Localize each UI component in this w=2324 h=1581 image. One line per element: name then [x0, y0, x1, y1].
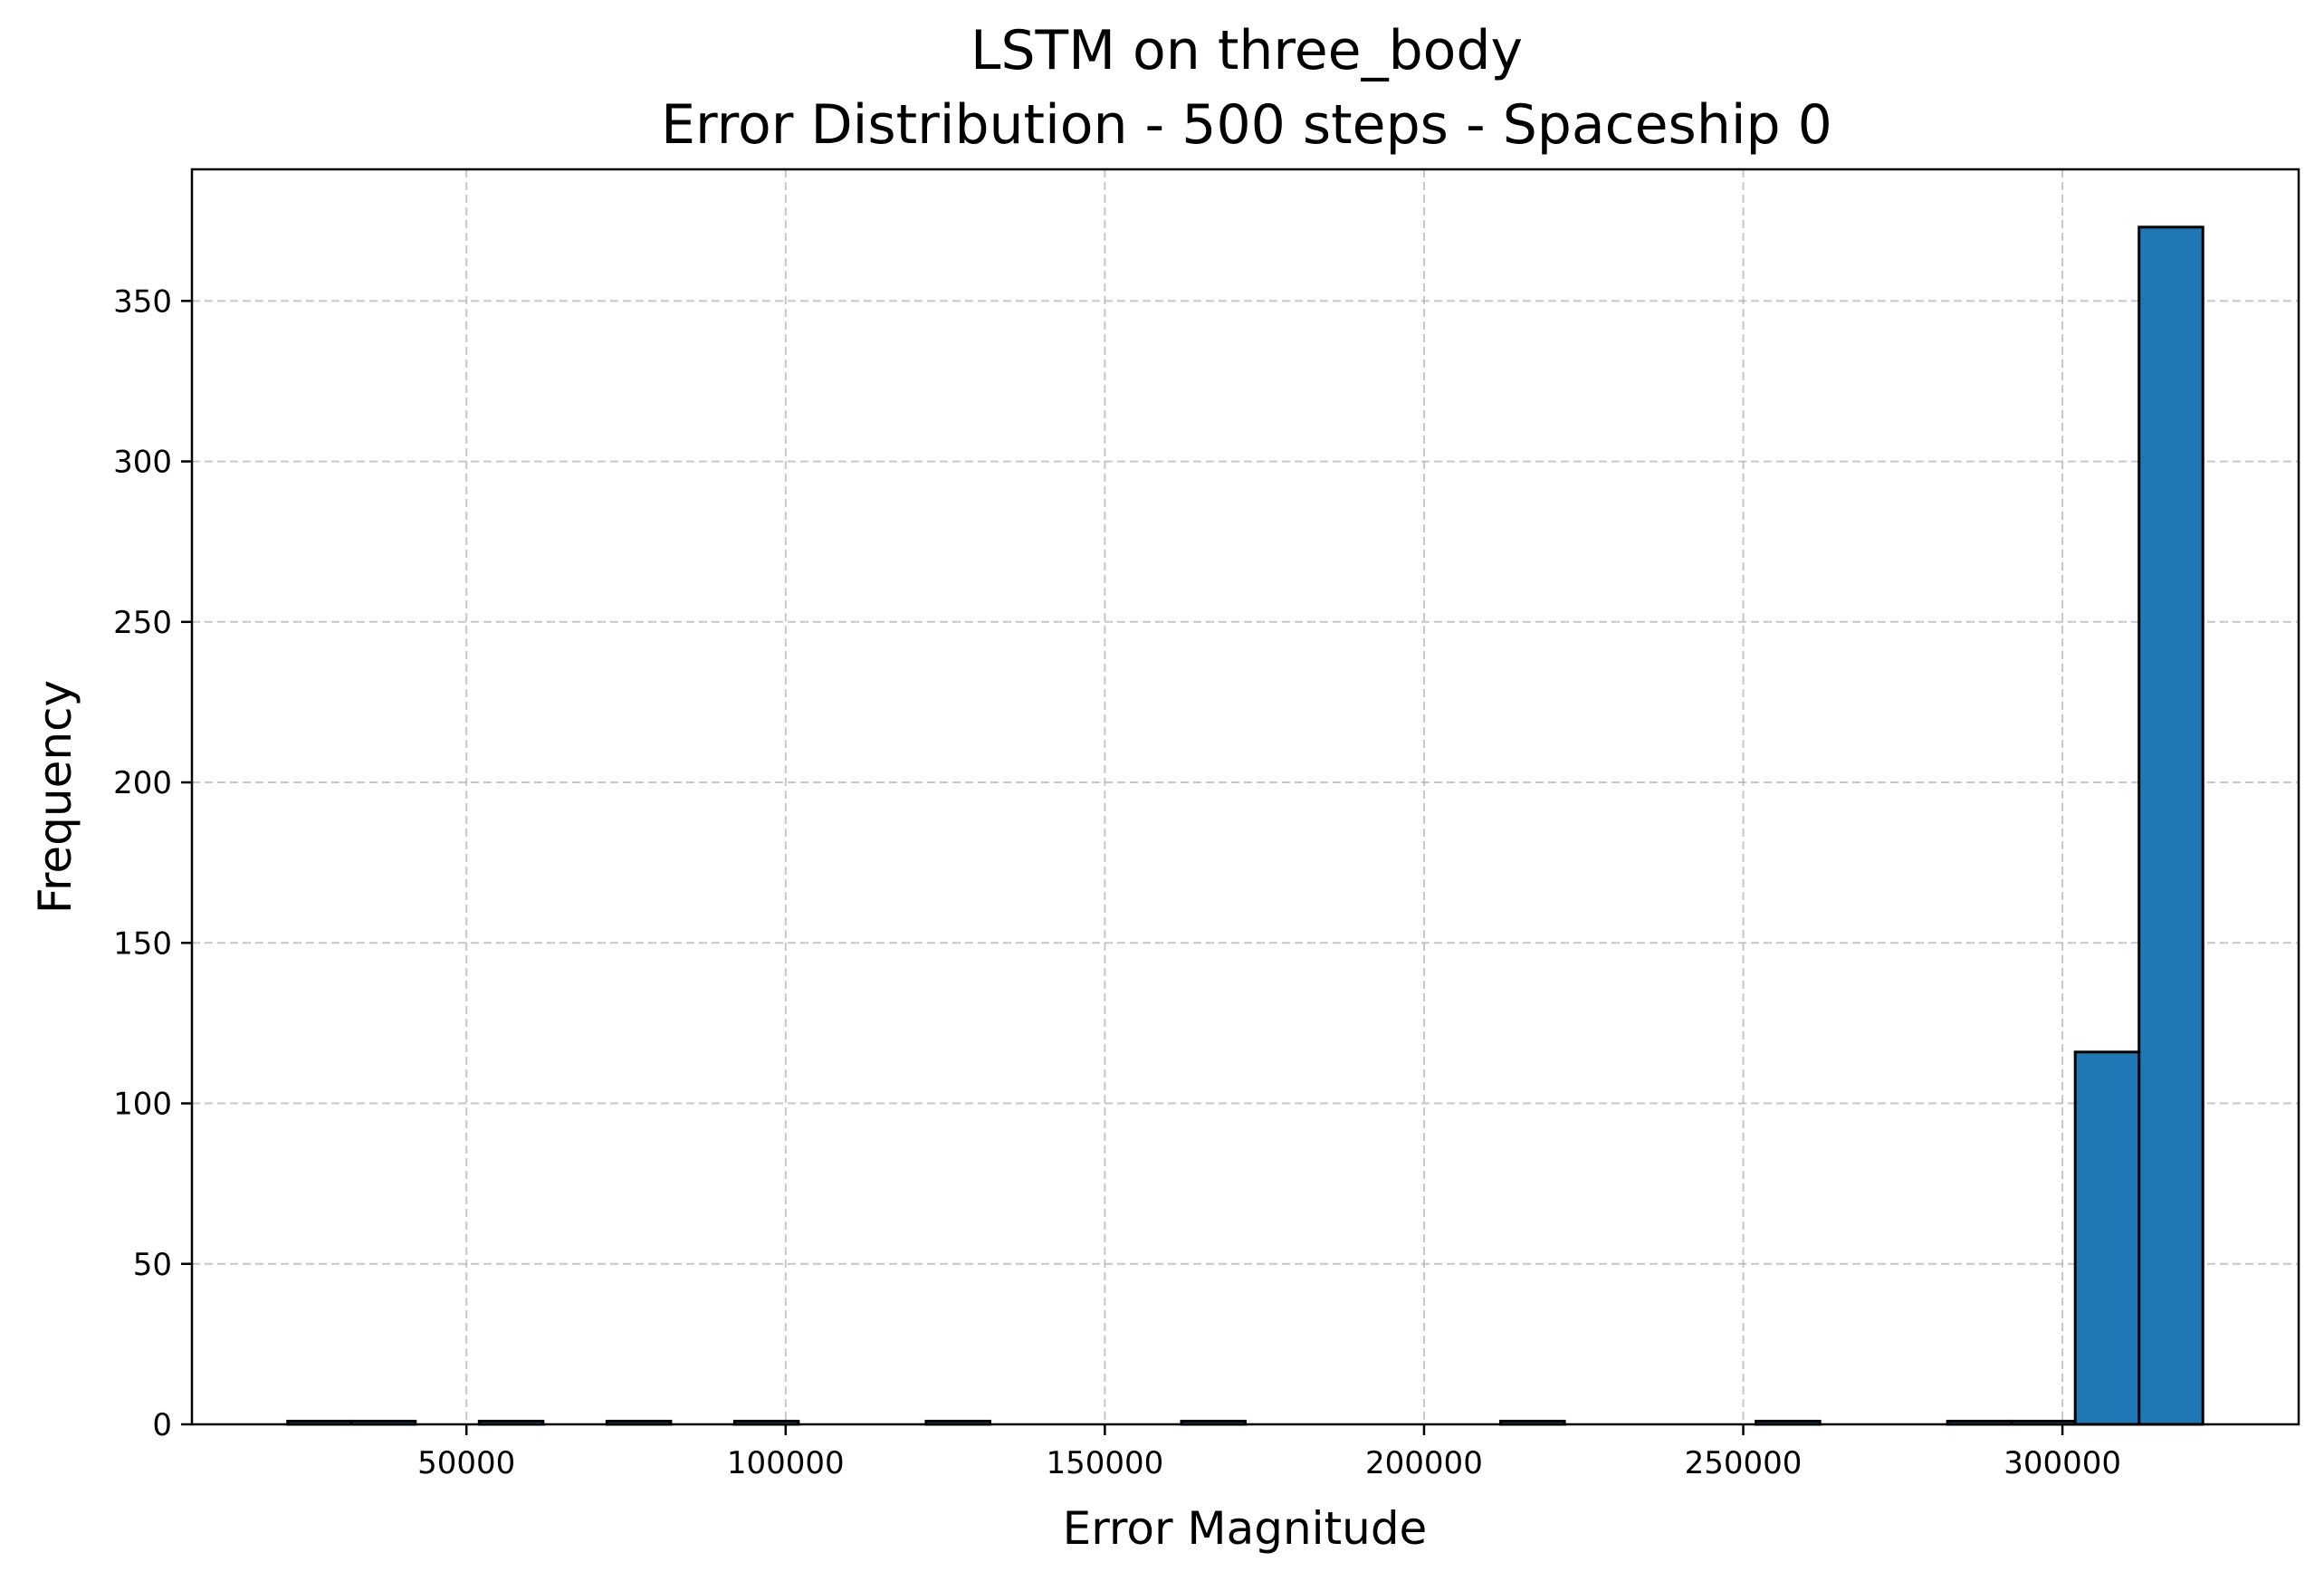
y-tick-label: 250: [113, 605, 172, 641]
chart-title: LSTM on three_body: [971, 19, 1523, 82]
x-tick-label: 100000: [727, 1445, 845, 1481]
plot-frame: [190, 168, 2300, 1426]
chart-subtitle: Error Distribution - 500 steps - Spacesh…: [661, 93, 1832, 157]
y-tick-label: 0: [152, 1407, 172, 1443]
x-tick-label: 150000: [1046, 1445, 1163, 1481]
x-axis-label: Error Magnitude: [1063, 1502, 1428, 1555]
y-tick-label: 350: [113, 283, 172, 320]
y-tick-label: 300: [113, 445, 172, 481]
histogram-bar: [2073, 1050, 2141, 1426]
x-tick-label: 300000: [2004, 1445, 2121, 1481]
y-tick-label: 50: [133, 1247, 172, 1283]
x-tick-label: 250000: [1685, 1445, 1803, 1481]
x-tick-label: 200000: [1365, 1445, 1483, 1481]
axis-ticks: 50000 100000 150000 200000 250000 300000 0 50 10…: [113, 283, 2121, 1481]
y-tick-label: 200: [113, 765, 172, 801]
y-axis-label: Frequency: [29, 680, 81, 914]
histogram-bar: [2138, 225, 2204, 1426]
y-tick-label: 150: [113, 925, 172, 962]
x-tick-label: 50000: [417, 1445, 515, 1481]
y-tick-label: 100: [113, 1087, 172, 1123]
